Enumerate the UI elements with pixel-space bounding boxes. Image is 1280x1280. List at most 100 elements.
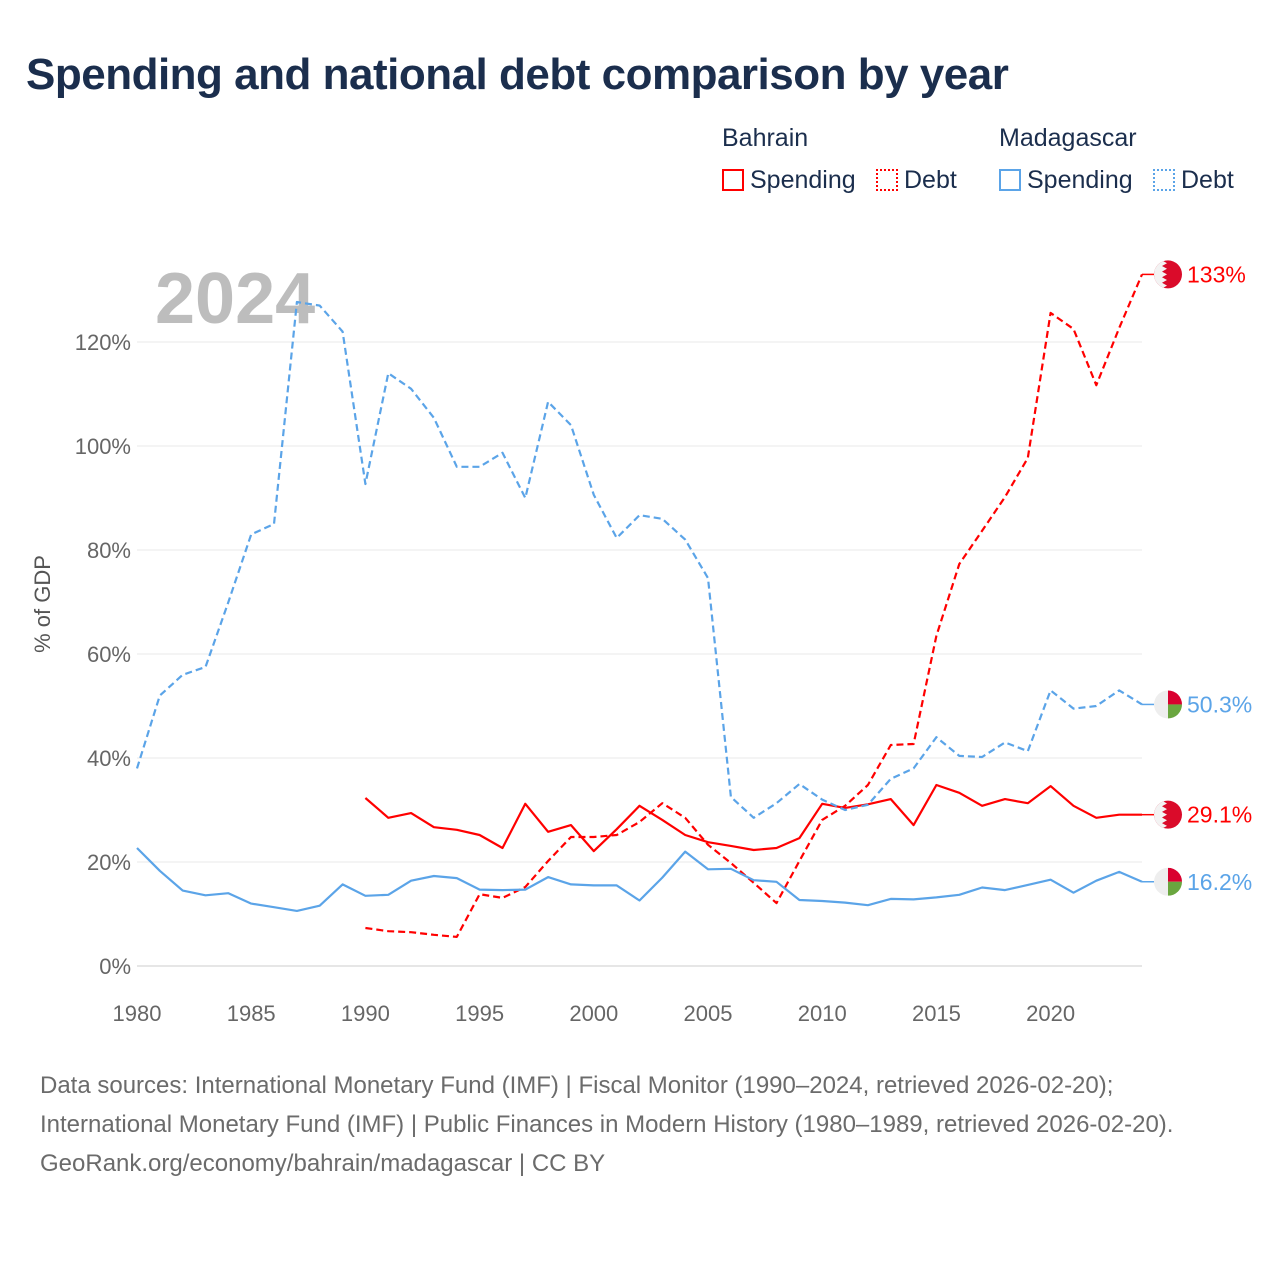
data-point — [386, 371, 390, 375]
series-line-madagascar-spending[interactable] — [136, 847, 1143, 913]
y-tick-label: 60% — [87, 642, 131, 667]
data-point — [409, 387, 413, 391]
data-point — [706, 576, 710, 580]
data-point — [797, 898, 801, 902]
data-point — [1094, 816, 1098, 820]
data-point — [638, 804, 642, 808]
data-point — [363, 796, 367, 800]
y-tick-label: 40% — [87, 746, 131, 771]
data-point — [797, 836, 801, 840]
solid-swatch-icon — [722, 169, 744, 191]
data-point — [866, 783, 870, 787]
data-point — [523, 496, 527, 500]
data-point — [1003, 495, 1007, 499]
data-point — [1117, 688, 1121, 692]
data-point — [409, 811, 413, 815]
data-point — [843, 808, 847, 812]
data-point — [615, 827, 619, 831]
end-value-label: 29.1% — [1187, 802, 1252, 828]
data-point — [638, 513, 642, 517]
data-point — [1026, 801, 1030, 805]
data-point — [934, 783, 938, 787]
data-point — [957, 893, 961, 897]
legend-madagascar-debt[interactable]: Debt — [1153, 166, 1234, 195]
dotted-swatch-icon — [876, 169, 898, 191]
data-point — [500, 888, 504, 892]
data-point — [660, 818, 664, 822]
legend-group-bahrain: Bahrain — [722, 124, 809, 152]
data-point — [889, 743, 893, 747]
data-point — [866, 903, 870, 907]
dotted-swatch-icon — [1153, 169, 1175, 191]
data-point — [432, 933, 436, 937]
data-point — [135, 766, 139, 770]
data-point — [889, 777, 893, 781]
data-point — [386, 816, 390, 820]
x-tick-label: 2000 — [569, 1001, 618, 1026]
data-point — [729, 795, 733, 799]
data-point — [775, 880, 779, 884]
data-point — [706, 843, 710, 847]
series-line-madagascar-debt[interactable] — [135, 300, 1143, 819]
data-point — [638, 820, 642, 824]
data-point — [1094, 704, 1098, 708]
legend-madagascar-spending[interactable]: Spending — [999, 166, 1133, 195]
data-point — [272, 522, 276, 526]
data-point — [1049, 311, 1053, 315]
data-point — [478, 888, 482, 892]
x-tick-label: 1990 — [341, 1001, 390, 1026]
data-point — [272, 905, 276, 909]
data-point — [1117, 326, 1121, 330]
data-point — [455, 876, 459, 880]
data-point — [797, 782, 801, 786]
data-point — [775, 846, 779, 850]
data-point — [1003, 888, 1007, 892]
data-point — [980, 529, 984, 533]
data-point — [500, 896, 504, 900]
data-point — [889, 797, 893, 801]
data-point — [1071, 891, 1075, 895]
data-point — [249, 532, 253, 536]
data-point — [181, 673, 185, 677]
data-point — [341, 330, 345, 334]
x-tick-label: 2010 — [798, 1001, 847, 1026]
data-point — [820, 798, 824, 802]
legend-label: Debt — [1181, 166, 1234, 194]
legend-bahrain-debt[interactable]: Debt — [876, 166, 957, 195]
data-point — [752, 878, 756, 882]
data-point — [432, 825, 436, 829]
data-point — [135, 846, 139, 850]
data-point — [1026, 883, 1030, 887]
data-sources: Data sources: International Monetary Fun… — [40, 1066, 1240, 1183]
series-line-bahrain-debt[interactable] — [365, 273, 1144, 939]
legend-group-madagascar: Madagascar — [999, 124, 1137, 152]
data-point — [638, 898, 642, 902]
legend-bahrain-spending[interactable]: Spending — [722, 166, 856, 195]
data-point — [912, 897, 916, 901]
y-tick-label: 0% — [99, 954, 131, 979]
data-point — [318, 304, 322, 308]
year-watermark: 2024 — [155, 259, 315, 339]
data-point — [1049, 688, 1053, 692]
data-point — [843, 901, 847, 905]
y-axis-label: % of GDP — [30, 555, 55, 653]
series-line-bahrain-spending[interactable] — [364, 783, 1142, 853]
data-point — [386, 893, 390, 897]
data-point — [957, 562, 961, 566]
data-point — [569, 423, 573, 427]
data-point — [546, 875, 550, 879]
data-point — [752, 816, 756, 820]
data-point — [569, 835, 573, 839]
data-point — [934, 634, 938, 638]
data-point — [546, 830, 550, 834]
x-tick-label: 2020 — [1026, 1001, 1075, 1026]
data-point — [1071, 327, 1075, 331]
x-tick-label: 2005 — [684, 1001, 733, 1026]
data-point — [455, 828, 459, 832]
attribution-link[interactable]: GeoRank.org/economy/bahrain/madagascar |… — [40, 1150, 606, 1177]
data-point — [1117, 870, 1121, 874]
data-point — [820, 802, 824, 806]
data-point — [432, 874, 436, 878]
data-point — [1003, 740, 1007, 744]
data-point — [204, 893, 208, 897]
